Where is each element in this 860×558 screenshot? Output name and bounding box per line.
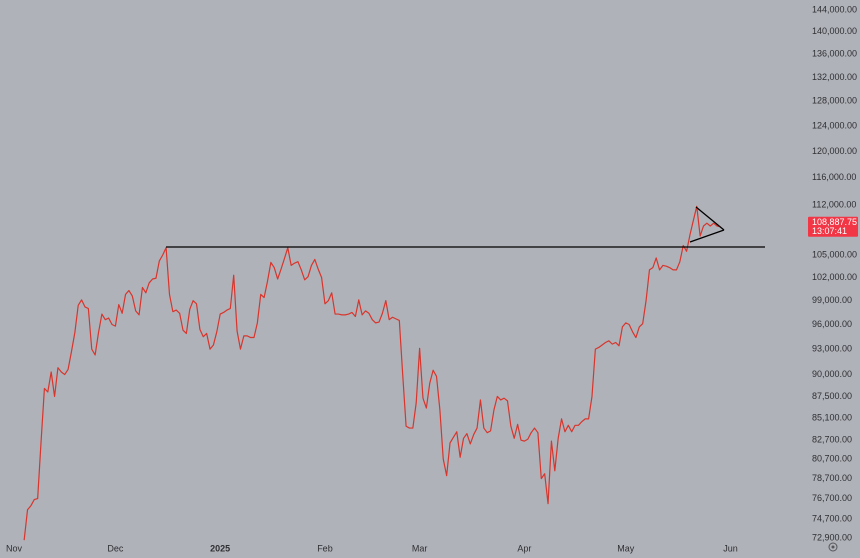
y-tick-label: 72,900.00	[812, 532, 852, 542]
y-tick-label: 124,000.00	[812, 120, 857, 130]
x-tick-label: Apr	[517, 543, 531, 553]
y-tick-label: 82,700.00	[812, 435, 852, 445]
y-tick-label: 90,000.00	[812, 369, 852, 379]
y-tick-label: 120,000.00	[812, 146, 857, 156]
y-tick-label: 128,000.00	[812, 96, 857, 106]
settings-icon[interactable]	[828, 542, 838, 552]
pennant-upper	[695, 206, 725, 231]
x-tick-label: 2025	[210, 543, 230, 553]
y-tick-label: 132,000.00	[812, 72, 857, 82]
y-tick-label: 85,100.00	[812, 412, 852, 422]
y-tick-label: 102,000.00	[812, 272, 857, 282]
y-tick-label: 87,500.00	[812, 391, 852, 401]
y-tick-label: 136,000.00	[812, 49, 857, 59]
x-tick-label: Feb	[317, 543, 333, 553]
y-tick-label: 116,000.00	[812, 172, 856, 182]
price-tag-countdown: 13:07:41	[812, 226, 847, 236]
y-tick-label: 105,000.00	[812, 249, 857, 259]
y-tick-label: 96,000.00	[812, 319, 852, 329]
y-tick-label: 78,700.00	[812, 473, 852, 483]
x-tick-label: May	[617, 543, 635, 553]
y-tick-label: 80,700.00	[812, 454, 852, 464]
y-tick-label: 76,700.00	[812, 493, 852, 503]
x-tick-label: Mar	[412, 543, 428, 553]
settings-icon-center[interactable]	[831, 545, 835, 549]
y-tick-label: 93,000.00	[812, 343, 852, 353]
settings-icon-ring[interactable]	[828, 542, 838, 552]
pennant-lower	[689, 229, 725, 243]
y-tick-label: 74,700.00	[812, 513, 852, 523]
price-tag-value: 108,887.75	[812, 217, 857, 227]
price-line	[23, 205, 721, 541]
x-tick-label: Jun	[723, 543, 738, 553]
x-tick-label: Dec	[107, 543, 124, 553]
plot-area: 144,000.00 140,000.00 136,000.00 132,000.00…	[6, 4, 857, 553]
y-tick-label: 112,000.00	[812, 199, 856, 209]
y-tick-label: 140,000.00	[812, 26, 857, 36]
price-tag-box	[808, 216, 858, 237]
y-tick-label: 99,000.00	[812, 295, 852, 305]
y-tick-label: 144,000.00	[812, 4, 857, 14]
x-tick-label: Nov	[6, 543, 23, 553]
